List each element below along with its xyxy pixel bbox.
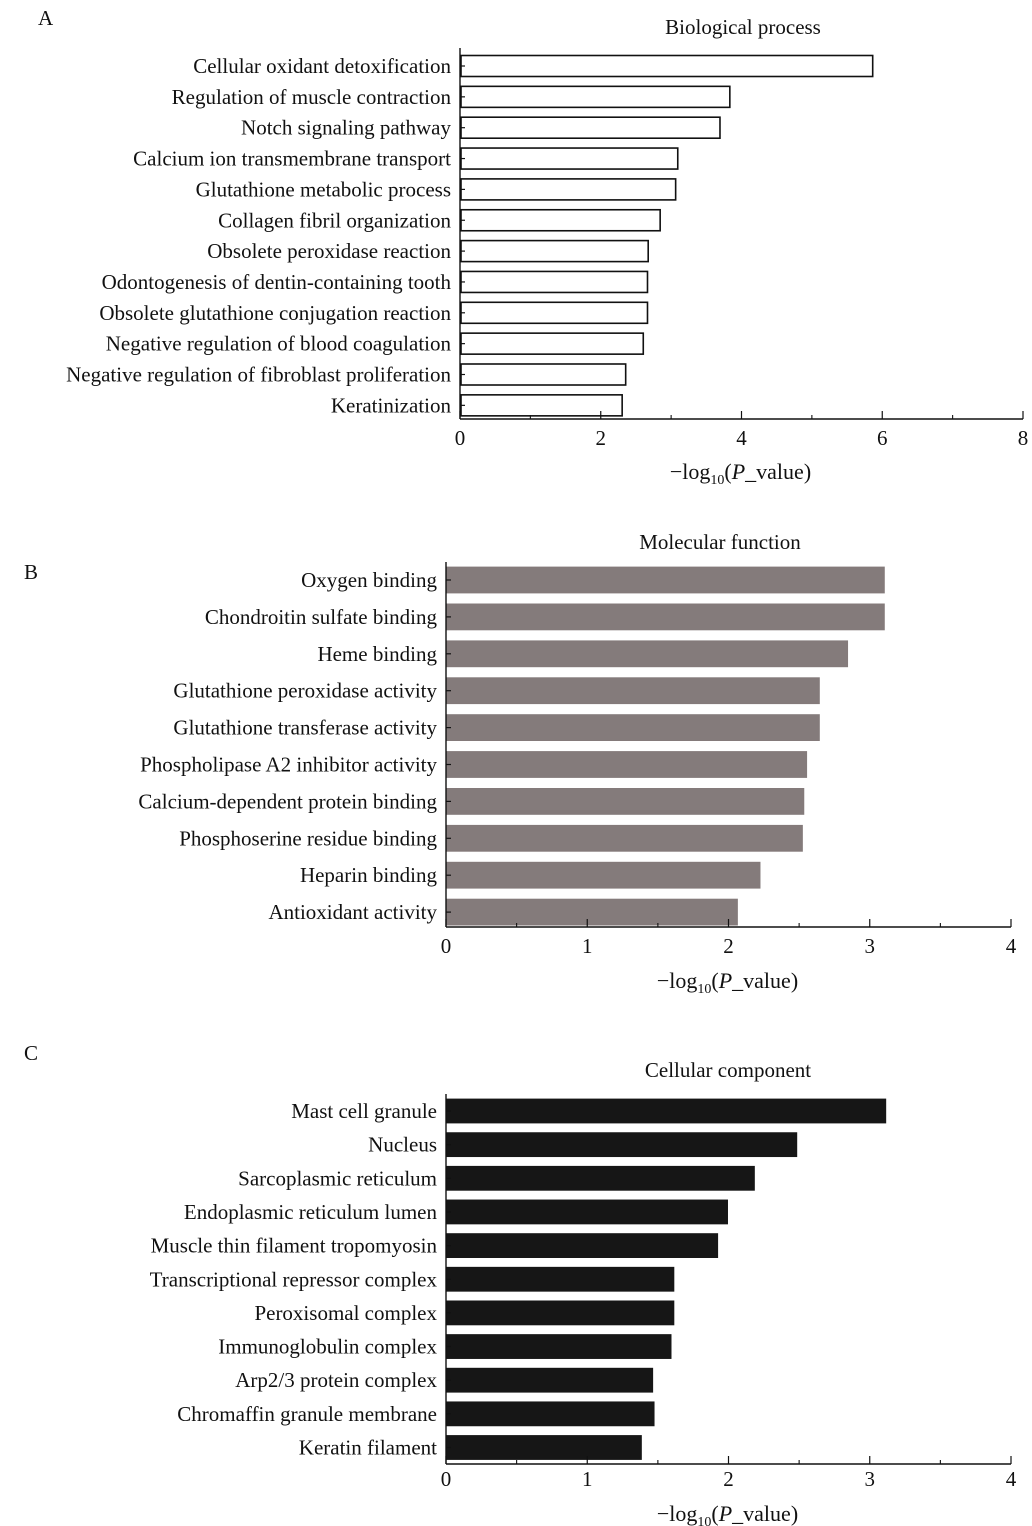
category-label: Calcium-dependent protein binding — [138, 789, 437, 813]
category-label: Sarcoplasmic reticulum — [238, 1166, 437, 1190]
category-label: Arp2/3 protein complex — [235, 1368, 437, 1392]
panel-letter: B — [24, 560, 38, 584]
bar — [446, 1266, 675, 1292]
panel-letter: C — [24, 1041, 38, 1065]
category-label: Endoplasmic reticulum lumen — [184, 1200, 438, 1224]
bar — [446, 1401, 655, 1427]
category-label: Glutathione metabolic process — [196, 177, 451, 201]
bar — [446, 1199, 728, 1225]
category-label: Keratin filament — [299, 1436, 437, 1460]
bar — [460, 178, 677, 201]
bar — [446, 898, 738, 926]
category-label: Nucleus — [368, 1133, 437, 1157]
category-label: Negative regulation of fibroblast prolif… — [66, 363, 451, 387]
category-label: Obsolete glutathione conjugation reactio… — [99, 301, 451, 325]
category-label: Phospholipase A2 inhibitor activity — [140, 753, 437, 777]
category-label: Notch signaling pathway — [241, 116, 451, 140]
x-tick-label: 1 — [582, 1467, 593, 1491]
category-label: Chondroitin sulfate binding — [205, 605, 438, 629]
category-label: Transcriptional repressor complex — [150, 1267, 438, 1291]
category-label: Heparin binding — [300, 863, 438, 887]
category-label: Heme binding — [317, 642, 437, 666]
panel-b-molecular-function: B Molecular function Oxygen binding Chondro… — [24, 530, 1017, 997]
bar — [446, 1334, 672, 1359]
bar — [446, 1233, 719, 1258]
bar — [446, 566, 885, 594]
category-label: Antioxidant activity — [268, 900, 437, 924]
bar — [446, 1098, 887, 1124]
category-label: Keratinization — [331, 393, 452, 417]
bar — [460, 208, 661, 232]
x-tick-label: 6 — [877, 426, 888, 450]
category-label: Negative regulation of blood coagulation — [106, 332, 452, 356]
chart-title: Biological process — [665, 15, 821, 39]
category-label: Obsolete peroxidase reaction — [207, 239, 451, 263]
category-label: Cellular oxidant detoxification — [193, 54, 451, 78]
x-tick-label: 2 — [723, 934, 734, 958]
x-axis-label: −log10(P_value) — [657, 1501, 798, 1526]
panel-c-cellular-component: C Cellular component Mast cell granule Nucl… — [24, 1041, 1017, 1526]
x-tick-label: 2 — [723, 1467, 734, 1491]
panel-a-biological-process: A Biological process Cellular oxidant deto… — [38, 6, 1028, 488]
bar — [446, 603, 885, 631]
bar — [446, 751, 808, 778]
bar — [446, 1435, 642, 1460]
bar — [446, 1367, 654, 1393]
bar — [446, 1165, 755, 1191]
bar — [446, 788, 805, 815]
category-label: Oxygen binding — [301, 568, 437, 592]
bar — [460, 332, 645, 355]
bar — [460, 85, 731, 109]
bar — [446, 677, 820, 705]
bar — [460, 116, 721, 139]
x-tick-label: 0 — [455, 426, 466, 450]
x-axis-label: −log10(P_value) — [657, 968, 798, 997]
x-tick-label: 0 — [441, 1467, 452, 1491]
bar — [446, 824, 803, 852]
category-label: Calcium ion transmembrane transport — [133, 147, 451, 171]
x-tick-label: 2 — [596, 426, 607, 450]
x-tick-label: 3 — [865, 1467, 876, 1491]
category-label: Muscle thin filament tropomyosin — [151, 1234, 438, 1258]
x-tick-label: 3 — [865, 934, 876, 958]
category-label: Glutathione peroxidase activity — [173, 679, 437, 703]
x-tick-label: 1 — [582, 934, 593, 958]
bar — [446, 1300, 675, 1326]
category-label: Peroxisomal complex — [254, 1301, 437, 1325]
bar — [446, 861, 761, 889]
chart-title: Molecular function — [639, 530, 801, 554]
category-label: Phosphoserine residue binding — [179, 826, 437, 850]
x-tick-label: 4 — [1006, 934, 1017, 958]
category-label: Collagen fibril organization — [218, 208, 451, 232]
bar — [460, 147, 679, 170]
bar — [446, 1132, 798, 1158]
category-label: Chromaffin granule membrane — [177, 1402, 437, 1426]
bar — [460, 54, 874, 78]
x-tick-label: 4 — [736, 426, 747, 450]
bar — [460, 394, 623, 417]
x-tick-label: 4 — [1006, 1467, 1017, 1491]
bar — [460, 301, 649, 325]
category-label: Regulation of muscle contraction — [172, 85, 452, 109]
x-tick-label: 0 — [441, 934, 452, 958]
chart-title: Cellular component — [645, 1058, 811, 1082]
bar — [460, 239, 649, 263]
category-label: Odontogenesis of dentin-containing tooth — [102, 270, 452, 294]
category-label: Mast cell granule — [291, 1099, 437, 1123]
x-axis-label: −log10(P_value) — [670, 459, 811, 488]
bar — [460, 363, 627, 386]
panel-letter: A — [38, 6, 54, 30]
x-tick-label: 8 — [1018, 426, 1029, 450]
bar — [446, 640, 849, 668]
category-label: Immunoglobulin complex — [218, 1335, 437, 1359]
category-label: Glutathione transferase activity — [173, 716, 437, 740]
bar — [446, 714, 820, 741]
bar — [460, 270, 649, 294]
